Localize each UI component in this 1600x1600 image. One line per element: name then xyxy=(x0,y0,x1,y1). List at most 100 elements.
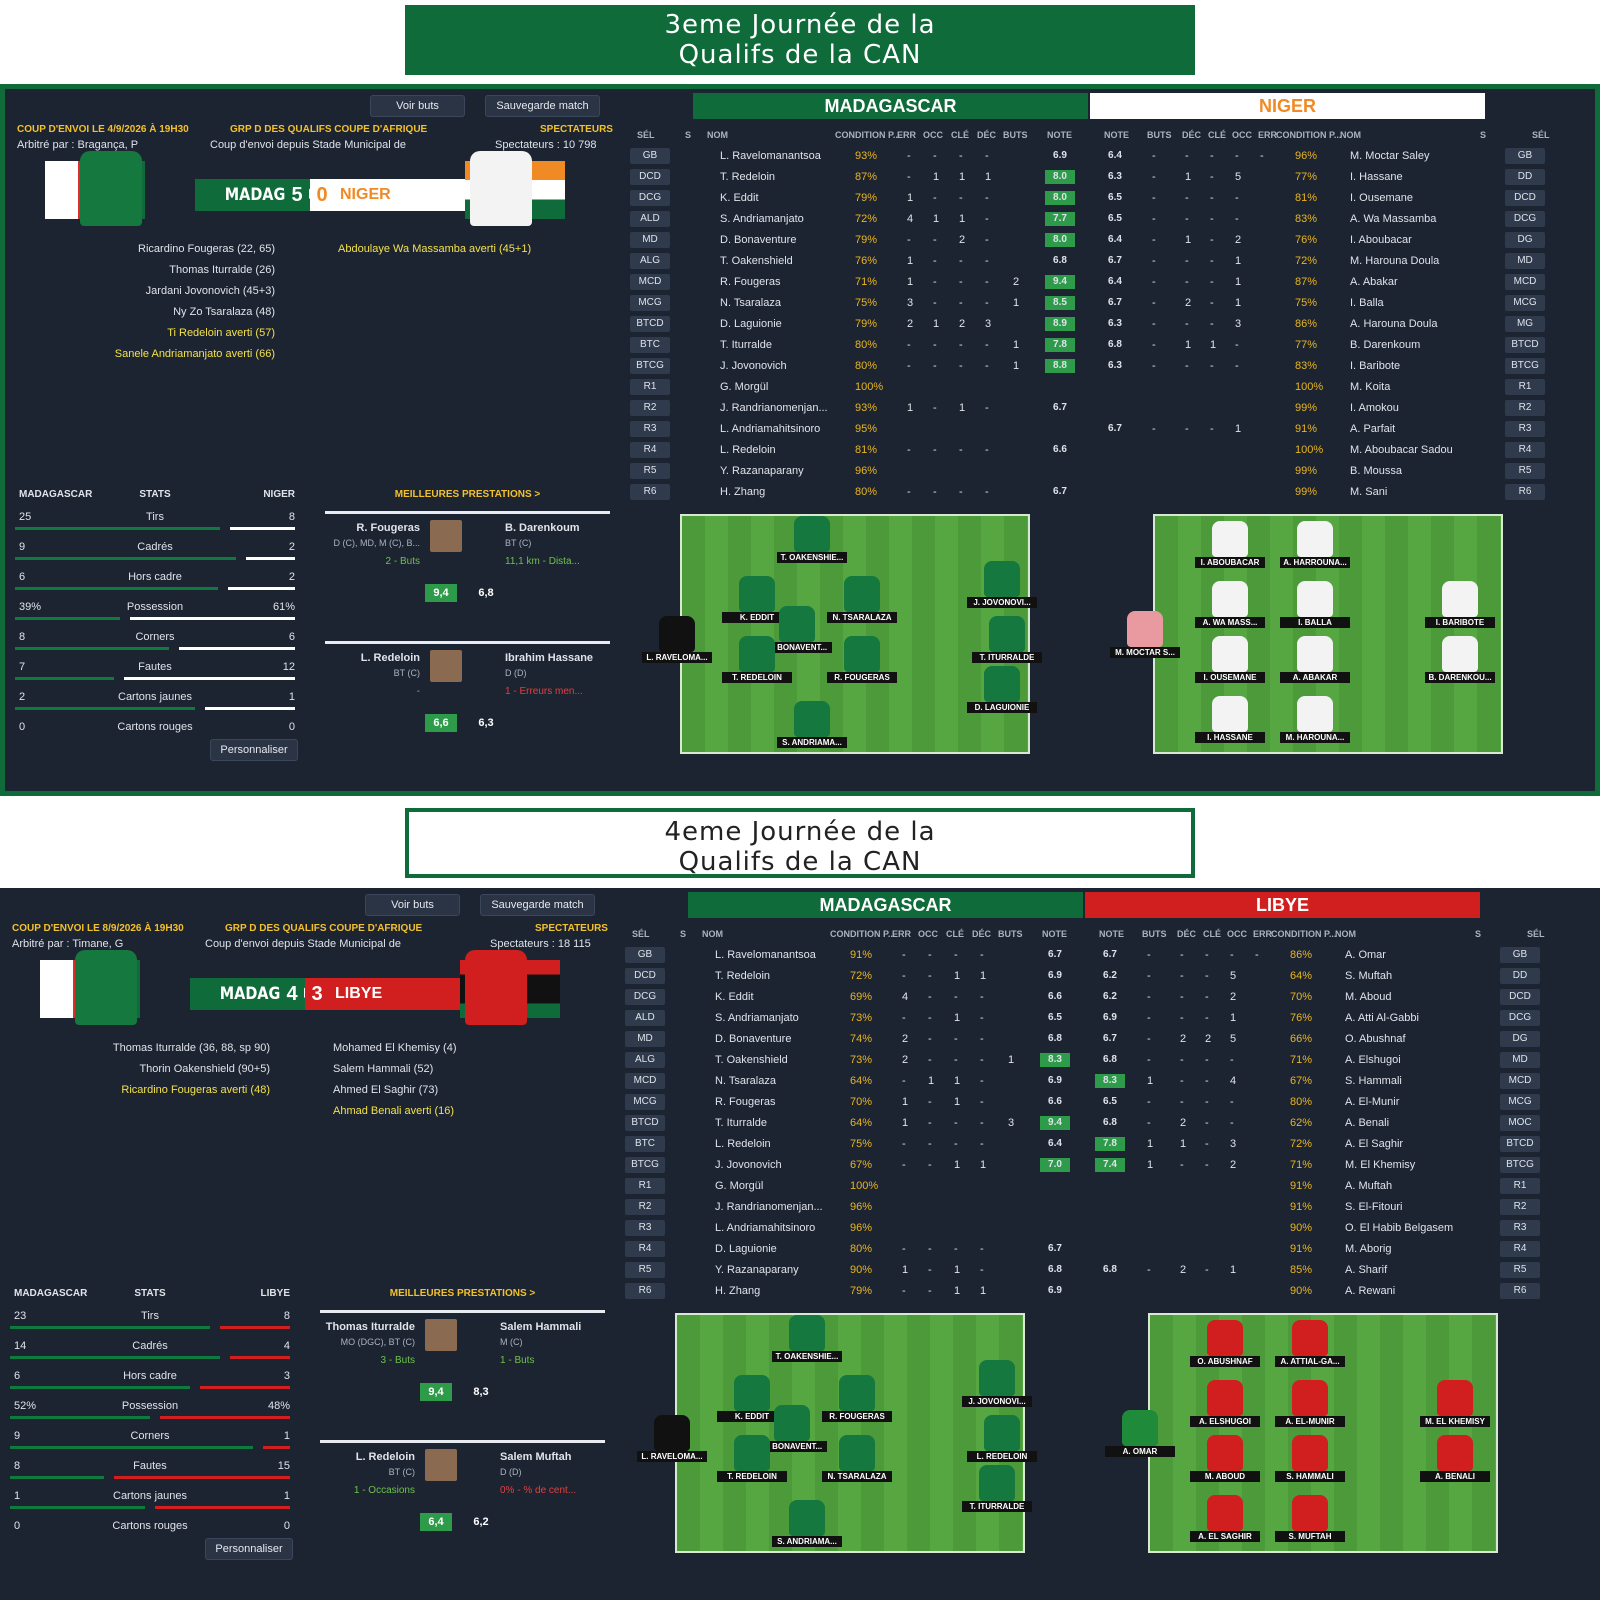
player-row[interactable]: 6.4-1-2 76% I. Aboubacar DG xyxy=(1090,230,1550,251)
personnaliser-button[interactable]: Personnaliser xyxy=(210,739,298,761)
player-row[interactable]: 6.9- - -1 76% A. Atti Al-Gabbi DCG xyxy=(1085,1008,1545,1029)
player-row[interactable]: 6.7- - -1 91% A. Parfait R3 xyxy=(1090,419,1550,440)
pitch-player[interactable]: S. ANDRIAMA... xyxy=(777,701,847,748)
pitch-player[interactable]: N. TSARALAZA xyxy=(827,576,897,623)
player-row[interactable]: ALG T. Oakenshield 73% 2- - -1 8.3 xyxy=(620,1050,1080,1071)
player-row[interactable]: 6.3-1-5 77% I. Hassane DD xyxy=(1090,167,1550,188)
pitch-player[interactable]: D. BONAVENT... xyxy=(762,606,832,653)
player-row[interactable]: 6.7- - - - -86% A. Omar GB xyxy=(1085,945,1545,966)
player-row[interactable]: R4 D. Laguionie 80% - - - -6.7 xyxy=(620,1239,1080,1260)
pitch-player[interactable]: T. OAKENSHIE... xyxy=(772,1315,842,1362)
player-row[interactable]: 6.4- - -1 87% A. Abakar MCD xyxy=(1090,272,1550,293)
player-row[interactable]: 6.3- - - -83% I. Baribote BTCG xyxy=(1090,356,1550,377)
pitch-player[interactable]: I. HASSANE xyxy=(1195,696,1265,743)
player-row[interactable]: 91% M. Aborig R4 xyxy=(1085,1239,1545,1260)
pitch-player[interactable]: R. FOUGERAS xyxy=(827,636,897,683)
pitch-player[interactable]: A. OMAR xyxy=(1105,1410,1175,1457)
personnaliser-button[interactable]: Personnaliser xyxy=(205,1538,293,1560)
pitch-player[interactable]: M. EL KHEMISY xyxy=(1420,1380,1490,1427)
player-row[interactable]: R1 G. Morgül 100% xyxy=(620,1176,1080,1197)
pitch-player[interactable]: A. EL SAGHIR xyxy=(1190,1495,1260,1542)
pitch-player[interactable]: A. BENALI xyxy=(1420,1435,1490,1482)
player-row[interactable]: DCG K. Eddit 69% 4- - -6.6 xyxy=(620,987,1080,1008)
player-row[interactable]: MD D. Bonaventure 74% 2- - -6.8 xyxy=(620,1029,1080,1050)
pitch-player[interactable]: B. DARENKOU... xyxy=(1425,636,1495,683)
player-row[interactable]: 8.3 1- -4 67% S. Hammali MCD xyxy=(1085,1071,1545,1092)
player-row[interactable]: 6.7-2 2 5 66% O. Abushnaf DG xyxy=(1085,1029,1545,1050)
pitch-player[interactable]: S. HAMMALI xyxy=(1275,1435,1345,1482)
pitch-player[interactable]: A. ELSHUGOI xyxy=(1190,1380,1260,1427)
player-row[interactable]: 91% A. Muftah R1 xyxy=(1085,1176,1545,1197)
player-row[interactable]: MCG R. Fougeras 70% 1-1-6.6 xyxy=(620,1092,1080,1113)
pitch-player[interactable]: T. ITURRALDE xyxy=(962,1465,1032,1512)
player-row[interactable]: 6.8- - - -71% A. Elshugoi MD xyxy=(1085,1050,1545,1071)
player-row[interactable]: 6.5- - - -80% A. El-Munir MCG xyxy=(1085,1092,1545,1113)
pitch-player[interactable]: T. ITURRALDE xyxy=(972,616,1042,663)
player-row[interactable]: 100% M. Koita R1 xyxy=(1090,377,1550,398)
player-row[interactable]: 90% A. Rewani R6 xyxy=(1085,1281,1545,1302)
player-row[interactable]: ALD S. Andriamanjato 72% 4 1 1-7.7 xyxy=(625,209,1085,230)
pitch-player[interactable]: M. MOCTAR S... xyxy=(1110,611,1180,658)
player-row[interactable]: 99% M. Sani R6 xyxy=(1090,482,1550,503)
best-performances-link[interactable]: MEILLEURES PRESTATIONS > xyxy=(389,1288,536,1299)
player-row[interactable]: R5 Y. Razanaparany 90% 1-1-6.8 xyxy=(620,1260,1080,1281)
player-row[interactable]: BTCD T. Iturralde 64% 1- - -3 9.4 xyxy=(620,1113,1080,1134)
pitch-player[interactable]: T. REDELOIN xyxy=(717,1435,787,1482)
player-row[interactable]: BTCG J. Jovonovich 67% - -1 1 7.0 xyxy=(620,1155,1080,1176)
player-row[interactable]: MD D. Bonaventure 79% - -2-8.0 xyxy=(625,230,1085,251)
pitch-player[interactable]: R. FOUGERAS xyxy=(822,1375,892,1422)
pitch-player[interactable]: K. EDDIT xyxy=(722,576,792,623)
player-row[interactable]: 99% I. Amokou R2 xyxy=(1090,398,1550,419)
best-performances-link[interactable]: MEILLEURES PRESTATIONS > xyxy=(394,489,541,500)
pitch-player[interactable]: I. OUSEMANE xyxy=(1195,636,1265,683)
player-row[interactable]: DCD T. Redeloin 87% -1 1 1 8.0 xyxy=(625,167,1085,188)
pitch-player[interactable]: J. JOVONOVI... xyxy=(967,561,1037,608)
voir-buts-button[interactable]: Voir buts xyxy=(365,894,460,916)
player-row[interactable]: BTC T. Iturralde 80% - - - -1 7.8 xyxy=(625,335,1085,356)
player-row[interactable]: 6.8-1 1-77% B. Darenkoum BTCD xyxy=(1090,335,1550,356)
pitch-player[interactable]: A. ABAKAR xyxy=(1280,636,1350,683)
sauvegarde-match-button[interactable]: Sauvegarde match xyxy=(485,95,600,117)
player-row[interactable]: GB L. Ravelomanantsoa 93% - - - -6.9 xyxy=(625,146,1085,167)
player-row[interactable]: 6.4- - - - -96% M. Moctar Saley GB xyxy=(1090,146,1550,167)
player-row[interactable]: ALD S. Andriamanjato 73% - -1-6.5 xyxy=(620,1008,1080,1029)
pitch-player[interactable]: L. RAVELOMA... xyxy=(637,1415,707,1462)
pitch-player[interactable]: A. ATTIAL-GA... xyxy=(1275,1320,1345,1367)
pitch-player[interactable]: T. REDELOIN xyxy=(722,636,792,683)
player-row[interactable]: R3 L. Andriamahitsinoro 96% xyxy=(620,1218,1080,1239)
player-row[interactable]: ALG T. Oakenshield 76% 1- - -6.8 xyxy=(625,251,1085,272)
player-row[interactable]: R6 H. Zhang 80% - - - -6.7 xyxy=(625,482,1085,503)
player-row[interactable]: 6.2- - -2 70% M. Aboud DCD xyxy=(1085,987,1545,1008)
pitch-player[interactable]: N. TSARALAZA xyxy=(822,1435,892,1482)
player-row[interactable]: 6.5- - - -81% I. Ousemane DCD xyxy=(1090,188,1550,209)
player-row[interactable]: R1 G. Morgül 100% xyxy=(625,377,1085,398)
pitch-player[interactable]: J. JOVONOVI... xyxy=(962,1360,1032,1407)
player-row[interactable]: 6.2- - -5 64% S. Muftah DD xyxy=(1085,966,1545,987)
sauvegarde-match-button[interactable]: Sauvegarde match xyxy=(480,894,595,916)
player-row[interactable]: R4 L. Redeloin 81% - - - -6.6 xyxy=(625,440,1085,461)
voir-buts-button[interactable]: Voir buts xyxy=(370,95,465,117)
pitch-player[interactable]: L. REDELOIN xyxy=(967,1415,1037,1462)
player-row[interactable]: 91% S. El-Fitouri R2 xyxy=(1085,1197,1545,1218)
player-row[interactable]: R5 Y. Razanaparany 96% xyxy=(625,461,1085,482)
pitch-player[interactable]: I. BALLA xyxy=(1280,581,1350,628)
pitch-player[interactable]: M. HAROUNA... xyxy=(1280,696,1350,743)
pitch-player[interactable]: A. WA MASS... xyxy=(1195,581,1265,628)
player-row[interactable]: R2 J. Randrianomenjan... 96% xyxy=(620,1197,1080,1218)
player-row[interactable]: BTCD D. Laguionie 79% 2 1 2 3 8.9 xyxy=(625,314,1085,335)
player-row[interactable]: BTCG J. Jovonovich 80% - - - -1 8.8 xyxy=(625,356,1085,377)
pitch-player[interactable]: A. HARROUNA... xyxy=(1280,521,1350,568)
player-row[interactable]: 6.7-2-1 75% I. Balla MCG xyxy=(1090,293,1550,314)
pitch-player[interactable]: A. EL-MUNIR xyxy=(1275,1380,1345,1427)
pitch-player[interactable]: D. LAGUIONIE xyxy=(967,666,1037,713)
player-row[interactable]: 6.8-2- -62% A. Benali MOC xyxy=(1085,1113,1545,1134)
pitch-player[interactable]: K. EDDIT xyxy=(717,1375,787,1422)
player-row[interactable]: 6.3- - -3 86% A. Harouna Doula MG xyxy=(1090,314,1550,335)
player-row[interactable]: GB L. Ravelomanantsoa 91% - - - -6.7 xyxy=(620,945,1080,966)
player-row[interactable]: R3 L. Andriamahitsinoro 95% xyxy=(625,419,1085,440)
player-row[interactable]: 6.8-2-1 85% A. Sharif R5 xyxy=(1085,1260,1545,1281)
player-row[interactable]: R2 J. Randrianomenjan... 93% 1-1-6.7 xyxy=(625,398,1085,419)
player-row[interactable]: MCG N. Tsaralaza 75% 3- - -1 8.5 xyxy=(625,293,1085,314)
pitch-player[interactable]: S. ANDRIAMA... xyxy=(772,1500,842,1547)
player-row[interactable]: R6 H. Zhang 79% - -1 1 6.9 xyxy=(620,1281,1080,1302)
